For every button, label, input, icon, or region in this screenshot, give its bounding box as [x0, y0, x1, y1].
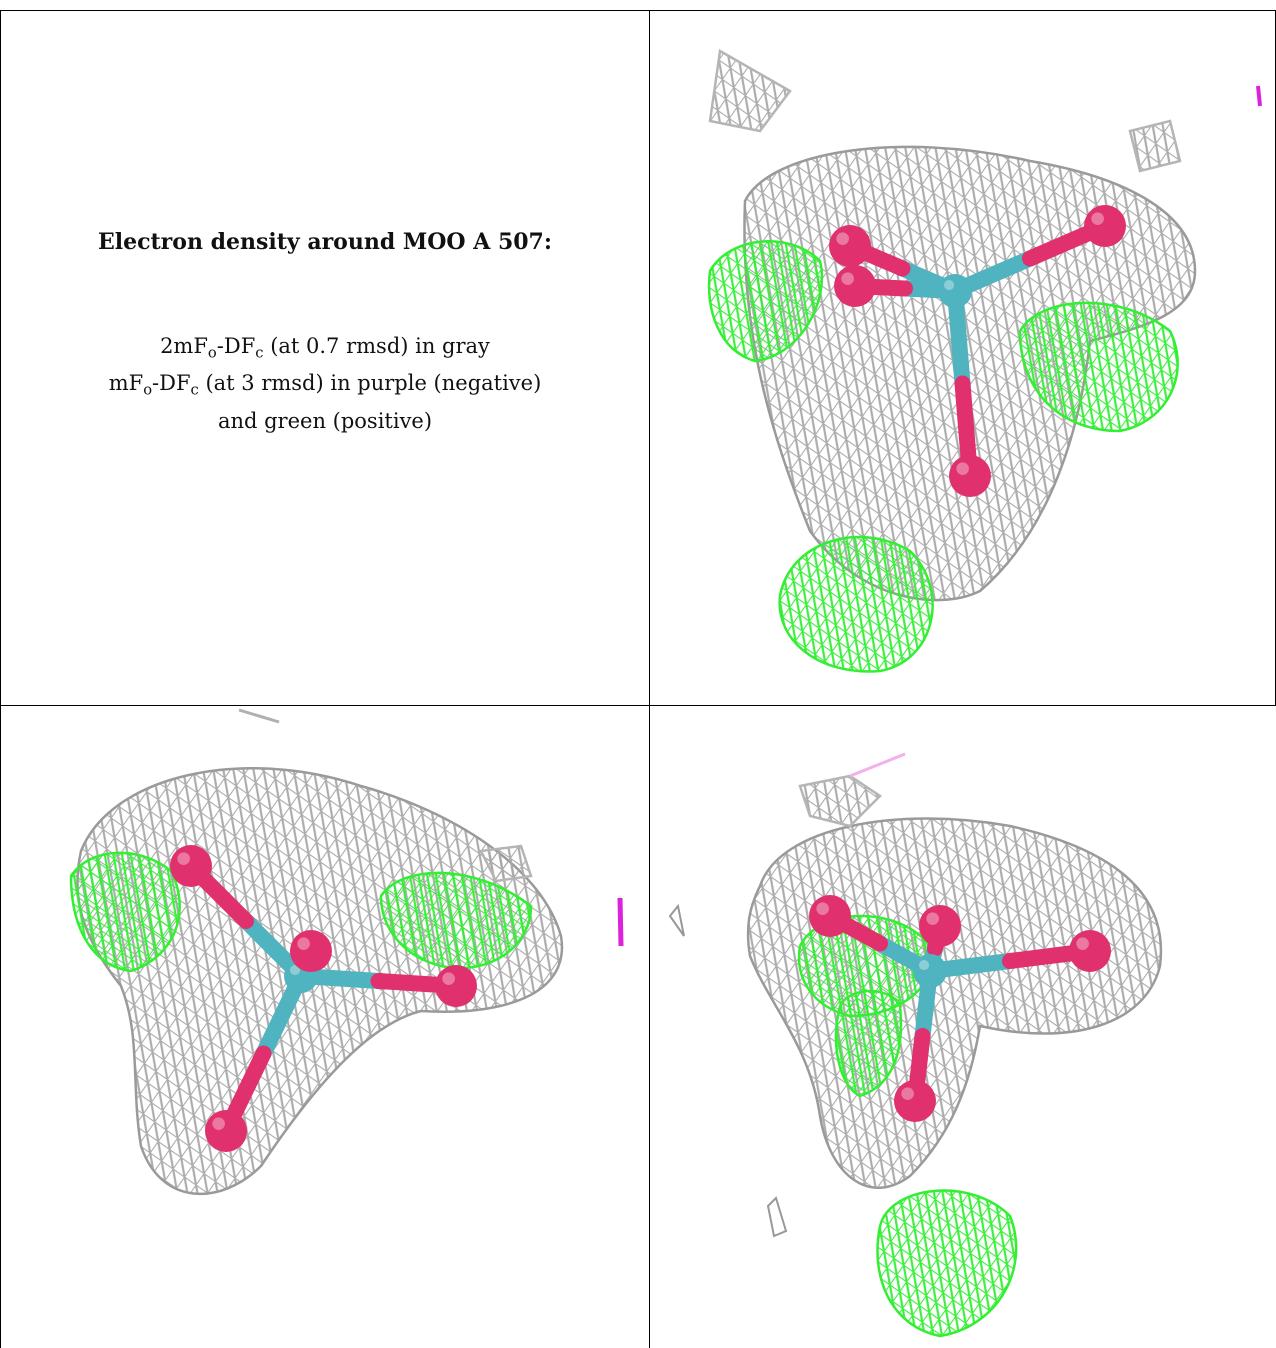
mol-2-o-atom-4 [290, 930, 332, 972]
grid-divider-vertical [649, 10, 650, 1348]
mol-3-o-atom-4-highlight [926, 912, 939, 925]
mol-2-mo-atom-highlight [289, 964, 301, 976]
grid-border-left [0, 10, 1, 1348]
mol-1-o-atom-4-highlight [841, 272, 854, 285]
density-mesh-negative [617, 897, 624, 947]
density-mesh-positive [876, 1189, 1018, 1338]
mol-2-o-atom-4-highlight [297, 937, 310, 950]
mol-1-mo-atom-highlight [943, 279, 955, 291]
density-mesh-positive [707, 240, 824, 363]
mol-3-o-atom-2-highlight [1076, 937, 1089, 950]
density-render-2 [69, 708, 624, 1196]
mol-1-o-atom-4 [834, 265, 876, 307]
mol-3-o-atom-2 [1069, 930, 1111, 972]
density-mesh-positive [1018, 301, 1179, 433]
legend-line-positive: and green (positive) [217, 408, 433, 433]
density-render-3 [668, 752, 1163, 1338]
density-mesh-gray-fragment [668, 903, 685, 937]
density-view-2 [1, 706, 649, 1348]
density-view-1 [650, 11, 1275, 705]
density-mesh-positive [69, 851, 181, 973]
mol-3-o-atom-1 [809, 895, 851, 937]
density-mesh-gray-fragment [479, 844, 533, 883]
mol-3-o-atom-1-highlight [816, 902, 829, 915]
density-mesh-negative [1256, 85, 1262, 107]
density-mesh-gray-fragment [238, 708, 280, 724]
mol-3-o-atom-3-highlight [901, 1087, 914, 1100]
density-mesh-gray-fragment [766, 1196, 788, 1238]
mol-3-mo-atom-highlight [918, 959, 930, 971]
mol-1-o-atom-1-highlight [836, 232, 849, 245]
legend-line-fofc: mFo-DFc (at 3 rmsd) in purple (negative) [108, 371, 542, 399]
caption-cell: Electron density around MOO A 507: 2mFo-… [1, 11, 649, 705]
mol-1-o-atom-1 [829, 225, 871, 267]
density-render-1 [707, 49, 1262, 673]
density-mesh-gray [746, 817, 1163, 1189]
mol-3-o-atom-3 [894, 1080, 936, 1122]
mol-3-mo-atom [913, 954, 947, 988]
mol-2-o-atom-2 [435, 965, 477, 1007]
figure-title: Electron density around MOO A 507: [98, 229, 552, 255]
legend-line-2fofc: 2mFo-DFc (at 0.7 rmsd) in gray [160, 334, 490, 362]
density-mesh-positive [778, 535, 934, 673]
mol-2-o-atom-3-highlight [212, 1117, 225, 1130]
grid-border-top [0, 10, 1276, 11]
grid-divider-horizontal [0, 705, 1276, 706]
density-mesh-positive [379, 871, 533, 970]
density-mesh-gray-fragment [1128, 119, 1182, 173]
mol-1-o-atom-3 [949, 455, 991, 497]
mol-2-o-atom-3 [205, 1110, 247, 1152]
density-view-3 [650, 706, 1275, 1348]
mol-3-o-atom-4 [919, 905, 961, 947]
mol-1-o-atom-3-highlight [956, 462, 969, 475]
density-mesh-gray-fragment [798, 774, 882, 828]
mol-1-mo-atom [938, 274, 972, 308]
mol-2-o-atom-1-highlight [177, 852, 190, 865]
mol-2-o-atom-2-highlight [442, 972, 455, 985]
map-legend: 2mFo-DFc (at 0.7 rmsd) in gray mFo-DFc (… [1, 331, 649, 436]
mol-2-o-atom-1 [170, 845, 212, 887]
mol-1-o-atom-2 [1084, 205, 1126, 247]
mol-1-o-atom-2-highlight [1091, 212, 1104, 225]
density-mesh-gray-fragment [708, 49, 792, 133]
density-mesh-negative [849, 752, 906, 778]
density-mesh-positive [834, 989, 903, 1098]
